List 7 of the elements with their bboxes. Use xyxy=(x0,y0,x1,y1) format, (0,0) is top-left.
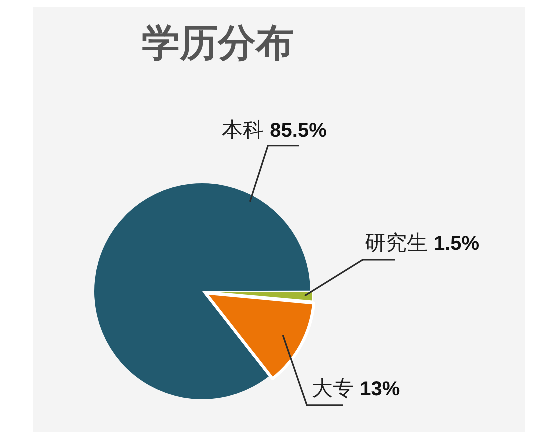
slice-label: 大专 xyxy=(312,376,354,400)
data-label: 85.5% xyxy=(270,120,328,142)
data-label: 1.5% xyxy=(434,232,480,255)
chart-title: 学历分布 xyxy=(142,20,294,67)
slice-label: 本科 xyxy=(222,118,264,142)
slice-label: 研究生 xyxy=(365,230,428,255)
data-label: 13% xyxy=(360,378,400,400)
